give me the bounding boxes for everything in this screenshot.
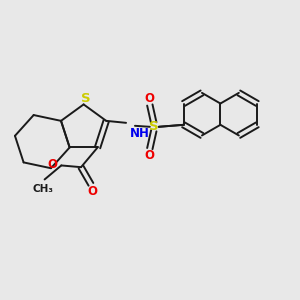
Text: O: O xyxy=(47,158,57,171)
Text: S: S xyxy=(81,92,90,105)
Text: NH: NH xyxy=(130,127,150,140)
Text: CH₃: CH₃ xyxy=(32,184,53,194)
Text: O: O xyxy=(145,149,155,162)
Text: O: O xyxy=(87,185,97,198)
Text: O: O xyxy=(145,92,155,105)
Text: S: S xyxy=(149,120,159,133)
